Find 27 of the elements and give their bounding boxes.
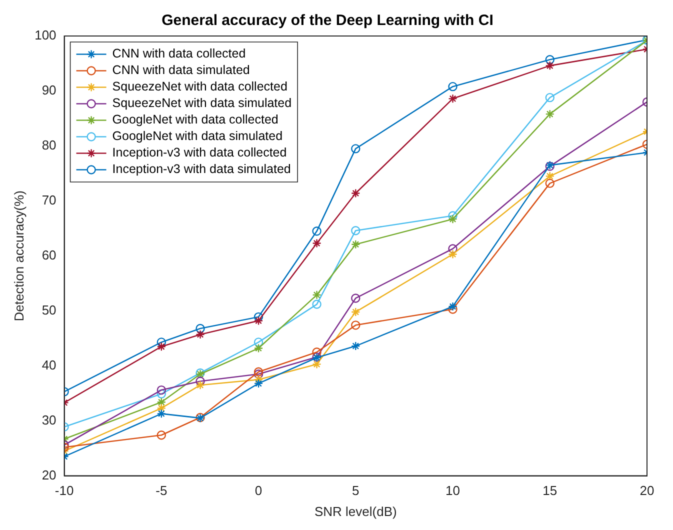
y-tick-label: 80 [42,138,56,153]
legend-label: Inception-v3 with data collected [112,146,287,160]
legend-label: SqueezeNet with data simulated [112,96,292,110]
x-tick-label: 0 [254,483,262,498]
y-tick-label: 30 [42,412,56,428]
x-tick-label: 20 [640,483,654,498]
legend-label: CNN with data collected [112,46,246,61]
y-tick-label: 50 [42,302,56,318]
x-axis-title: SNR level(dB) [314,504,397,519]
x-tick-label: -5 [156,483,168,498]
legend-label: GoogleNet with data simulated [112,129,283,144]
x-tick-label: 10 [446,483,460,498]
y-tick-label: 100 [34,28,56,43]
y-tick-label: 70 [42,192,56,208]
y-tick-label: 60 [42,247,56,262]
x-tick-label: 5 [352,483,360,498]
legend-label: GoogleNet with data collected [112,112,278,127]
y-tick-label: 90 [42,82,56,98]
legend-label: CNN with data simulated [112,63,250,78]
y-tick-label: 20 [42,467,56,482]
x-tick-label: -10 [54,483,74,498]
y-tick-label: 40 [42,357,56,372]
chart-title: General accuracy of the Deep Learning with CI [162,12,494,30]
legend-label: SqueezeNet with data collected [112,80,288,94]
x-tick-label: 15 [542,483,558,498]
y-axis-title: Detection accuracy(%) [11,190,26,322]
legend-label: Inception-v3 with data simulated [112,162,291,176]
